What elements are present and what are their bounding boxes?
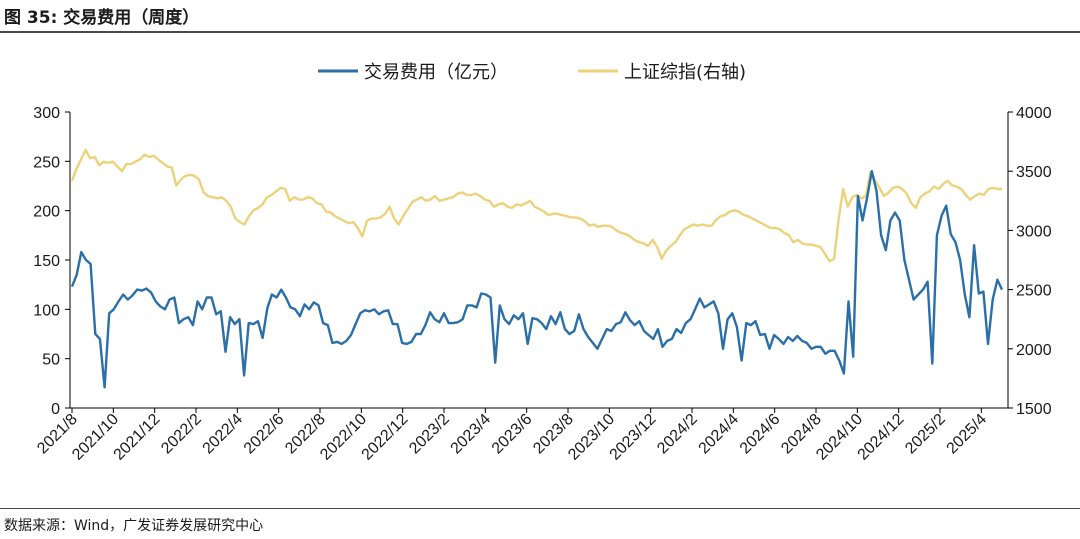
left-tick-label: 50 — [42, 352, 60, 369]
left-tick-label: 200 — [33, 204, 60, 221]
left-tick-label: 150 — [33, 253, 60, 270]
source-note: 数据来源：Wind，广发证券发展研究中心 — [4, 518, 264, 534]
x-tick-label: 2022/4 — [200, 411, 247, 458]
legend-label-fee: 交易费用（亿元） — [364, 62, 508, 83]
chart-legend: 交易费用（亿元） 上证综指(右轴) — [318, 62, 746, 83]
x-tick-label: 2021/12 — [111, 411, 164, 464]
title-divider — [0, 31, 1080, 33]
x-tick-label: 2022/2 — [158, 411, 205, 458]
right-tick-label: 4000 — [1016, 105, 1052, 122]
series-line-index — [70, 148, 1002, 263]
right-tick-label: 2500 — [1016, 283, 1052, 300]
x-tick-label: 2023/2 — [406, 411, 453, 458]
source-divider — [0, 508, 1080, 509]
left-tick-label: 250 — [33, 154, 60, 171]
figure-title: 图 35: 交易费用（周度） — [4, 8, 200, 28]
right-tick-label: 3000 — [1016, 223, 1052, 240]
axes-layer: 0 50 100 150 200 250 300 1500 2000 2500 3000 3500 40… — [33, 105, 1051, 464]
series-line-fee — [70, 169, 1004, 389]
right-tick-label: 3500 — [1016, 164, 1052, 181]
x-tick-label: 2023/12 — [607, 411, 660, 464]
x-tick-label: 2024/6 — [737, 411, 784, 458]
x-tick-label: 2024/4 — [696, 411, 743, 458]
legend-label-index: 上证综指(右轴) — [624, 62, 746, 83]
x-tick-label: 2022/6 — [241, 411, 288, 458]
left-tick-label: 300 — [33, 105, 60, 122]
x-tick-label: 2023/4 — [448, 411, 495, 458]
series-layer — [70, 148, 1004, 389]
line-chart: 交易费用（亿元） 上证综指(右轴) 0 50 100 150 200 250 300 1500… — [33, 62, 1051, 464]
x-tick-label: 2024/12 — [855, 411, 908, 464]
x-tick-label: 2025/2 — [902, 411, 949, 458]
x-tick-label: 2025/4 — [944, 411, 991, 458]
right-tick-label: 2000 — [1016, 342, 1052, 359]
left-tick-label: 0 — [51, 401, 60, 418]
right-tick-label: 1500 — [1016, 401, 1052, 418]
x-tick-label: 2024/2 — [654, 411, 701, 458]
x-tick-label: 2022/12 — [359, 411, 412, 464]
left-tick-label: 100 — [33, 302, 60, 319]
x-tick-label: 2023/6 — [489, 411, 536, 458]
